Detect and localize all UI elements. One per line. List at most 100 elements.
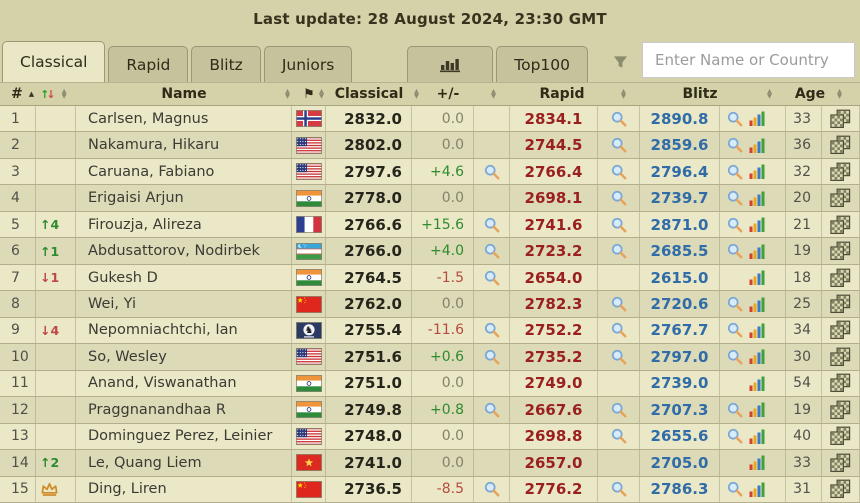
column-header-name[interactable]: Name ▲ ▼ (161, 86, 290, 102)
magnifier-icon[interactable] (484, 164, 500, 180)
rapid-games-magnifier-icon[interactable] (598, 211, 640, 238)
rating-chart-icon[interactable] (749, 297, 765, 312)
rapid-games-magnifier-icon[interactable] (598, 158, 640, 185)
tab-blitz[interactable]: Blitz (191, 46, 261, 82)
tab-top100[interactable]: Top100 (496, 46, 588, 82)
magnifier-icon[interactable] (727, 190, 743, 206)
search-input[interactable] (642, 42, 855, 78)
player-name[interactable]: So, Wesley (76, 344, 292, 370)
rating-chart-icon[interactable] (749, 376, 765, 391)
games-icon[interactable] (830, 268, 851, 288)
magnifier-icon[interactable] (484, 481, 500, 497)
games-icon[interactable] (822, 423, 860, 450)
games-icon[interactable] (822, 476, 860, 503)
magnifier-icon[interactable] (611, 402, 627, 418)
magnifier-icon[interactable] (611, 481, 627, 497)
magnifier-icon[interactable] (611, 243, 627, 259)
magnifier-icon[interactable] (727, 322, 743, 338)
games-icon[interactable] (822, 264, 860, 291)
column-header-rank[interactable]: # ▲ ↑ ↓ ▲ ▼ (0, 83, 76, 105)
rapid-games-magnifier-icon[interactable] (598, 344, 640, 370)
funnel-icon[interactable] (613, 55, 628, 69)
magnifier-icon[interactable] (611, 111, 627, 127)
rapid-games-magnifier-icon[interactable] (598, 397, 640, 423)
games-icon[interactable] (822, 158, 860, 185)
games-icon[interactable] (830, 241, 851, 261)
sort-arrows-icon[interactable]: ▲ ▼ (621, 87, 626, 100)
rating-chart-icon[interactable] (749, 429, 765, 444)
games-icon[interactable] (830, 479, 851, 499)
sort-arrows-icon[interactable]: ▲ ▼ (61, 87, 67, 100)
player-name[interactable]: Gukesh D (76, 264, 292, 291)
games-icon[interactable] (822, 450, 860, 476)
magnifier-icon[interactable] (727, 217, 743, 233)
rating-chart-icon[interactable] (749, 244, 765, 259)
column-header-blitz[interactable]: Blitz ▲ ▼ (682, 86, 772, 102)
player-name[interactable]: Anand, Viswanathan (76, 370, 292, 397)
magnifier-icon[interactable] (727, 164, 743, 180)
games-icon[interactable] (830, 109, 851, 129)
tab-rapid[interactable]: Rapid (108, 46, 189, 82)
games-icon[interactable] (822, 370, 860, 397)
rating-chart-icon[interactable] (749, 270, 765, 286)
games-icon[interactable] (822, 211, 860, 238)
games-icon[interactable] (830, 426, 851, 446)
rating-chart-icon[interactable] (749, 191, 765, 206)
classical-games-magnifier-icon[interactable] (474, 397, 510, 423)
magnifier-icon[interactable] (727, 402, 743, 418)
rating-chart-icon[interactable] (749, 111, 765, 127)
classical-games-magnifier-icon[interactable] (474, 211, 510, 238)
rating-chart-icon[interactable] (749, 482, 765, 497)
magnifier-icon[interactable] (611, 428, 627, 444)
games-icon[interactable] (830, 215, 851, 235)
magnifier-icon[interactable] (727, 137, 743, 153)
rating-chart-icon[interactable] (749, 323, 765, 338)
games-icon[interactable] (822, 291, 860, 317)
games-icon[interactable] (822, 238, 860, 264)
column-header-classical[interactable]: Classical (334, 86, 404, 102)
games-icon[interactable] (830, 373, 851, 393)
games-icon[interactable] (830, 453, 851, 473)
column-header-delta[interactable]: ▲ ▼ +/- ▲ ▼ (414, 86, 496, 102)
magnifier-icon[interactable] (611, 190, 627, 206)
rating-chart-icon[interactable] (749, 455, 765, 471)
classical-games-magnifier-icon[interactable] (474, 476, 510, 503)
games-icon[interactable] (830, 294, 851, 314)
magnifier-icon[interactable] (727, 428, 743, 444)
magnifier-icon[interactable] (611, 322, 627, 338)
classical-games-magnifier-icon[interactable] (474, 264, 510, 291)
rating-chart-icon[interactable] (749, 349, 765, 365)
player-name[interactable]: Le, Quang Liem (76, 450, 292, 476)
magnifier-icon[interactable] (484, 349, 500, 365)
games-icon[interactable] (830, 162, 851, 182)
classical-games-magnifier-icon[interactable] (474, 238, 510, 264)
rank-movement-icon[interactable]: ↑ ↓ (40, 87, 56, 101)
column-header-rapid[interactable]: Rapid ▲ ▼ (539, 86, 626, 102)
rapid-games-magnifier-icon[interactable] (598, 238, 640, 264)
magnifier-icon[interactable] (727, 349, 743, 365)
classical-games-magnifier-icon[interactable] (474, 317, 510, 344)
tab-juniors[interactable]: Juniors (263, 46, 353, 82)
tab-classical[interactable]: Classical (2, 41, 106, 82)
rapid-games-magnifier-icon[interactable] (598, 317, 640, 344)
rapid-games-magnifier-icon[interactable] (598, 291, 640, 317)
sort-arrows-icon[interactable]: ▲ ▼ (767, 87, 772, 100)
games-icon[interactable] (830, 347, 851, 367)
rapid-games-magnifier-icon[interactable] (598, 132, 640, 158)
games-icon[interactable] (822, 185, 860, 211)
games-icon[interactable] (822, 344, 860, 370)
rapid-games-magnifier-icon[interactable] (598, 423, 640, 450)
player-name[interactable]: Wei, Yi (76, 291, 292, 317)
classical-games-magnifier-icon[interactable] (474, 158, 510, 185)
games-icon[interactable] (830, 135, 851, 155)
tab-statistics[interactable] (407, 46, 494, 82)
magnifier-icon[interactable] (611, 164, 627, 180)
games-icon[interactable] (822, 106, 860, 132)
rapid-games-magnifier-icon[interactable] (598, 106, 640, 132)
games-icon[interactable] (830, 188, 851, 208)
magnifier-icon[interactable] (611, 349, 627, 365)
magnifier-icon[interactable] (727, 111, 743, 127)
magnifier-icon[interactable] (611, 137, 627, 153)
classical-games-magnifier-icon[interactable] (474, 344, 510, 370)
sort-arrows-icon[interactable]: ▲ ▼ (837, 87, 842, 100)
